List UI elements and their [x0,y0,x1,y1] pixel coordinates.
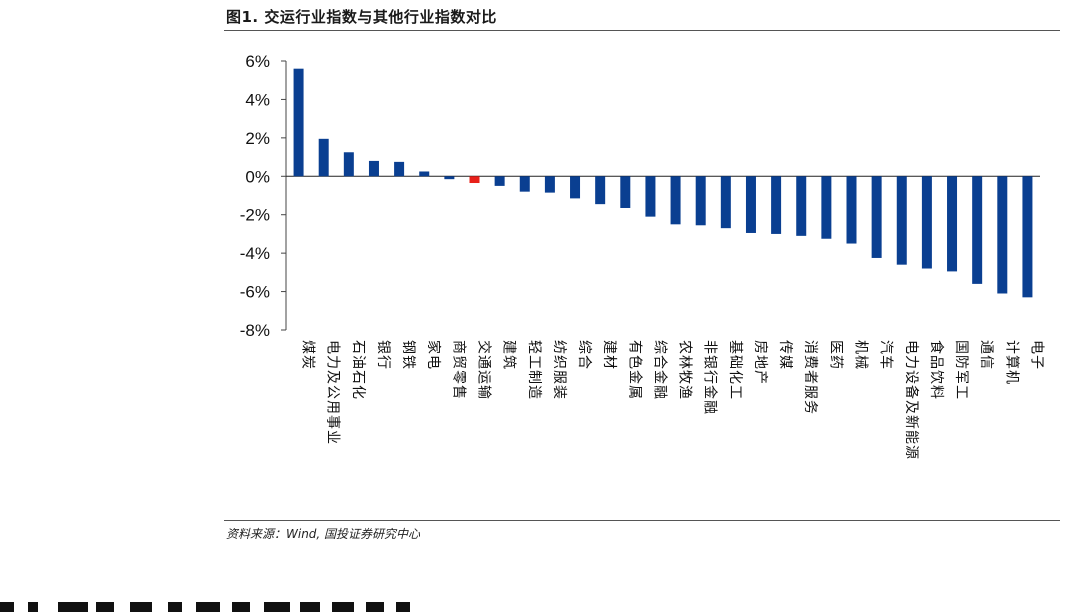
bar-chart: 6% 4% 2% 0% -2% -4% -6% -8% 煤炭 电力及公用事业 石油石化 银行 钢铁 家电… [240,52,1045,460]
x-tick-label: 非银行金融 [702,340,718,415]
x-tick-label: 电子 [1028,340,1044,370]
x-tick-label: 建筑 [501,340,517,370]
x-tick-label: 煤炭 [300,340,316,370]
x-tick-label: 计算机 [1003,340,1019,385]
bar [544,176,555,193]
x-tick-label: 农林牧渔 [677,340,693,400]
x-tick-label: 建材 [601,340,617,370]
x-labels-group: 煤炭 电力及公用事业 石油石化 银行 钢铁 家电 商贸零售 交通运输 建筑 轻工制造 纺织服装 综合建… [300,340,1045,460]
x-tick-label: 钢铁 [400,340,416,370]
x-tick-label: 石油石化 [350,340,366,400]
x-tick-label: 纺织服装 [551,340,567,400]
x-tick-label: 传媒 [777,340,793,370]
bar [318,138,329,177]
bar [745,176,756,233]
y-tick-label: -4% [240,244,270,263]
x-tick-label: 综合 [576,340,592,370]
bar [796,176,807,236]
x-tick-label: 通信 [978,340,994,370]
bar [368,160,379,177]
bar [695,176,706,226]
y-tick-label: 0% [245,167,270,186]
bar [444,176,455,180]
clipped-next-line [0,598,1066,612]
x-tick-label: 交通运输 [476,340,493,400]
x-tick-label: 商贸零售 [450,340,466,400]
bars-group [293,68,1033,298]
y-axis: 6% 4% 2% 0% -2% -4% -6% -8% [240,52,1040,340]
bar [394,161,405,177]
x-tick-label: 电力设备及新能源 [903,340,920,460]
y-tick-label: -2% [240,206,270,225]
x-tick-label: 银行 [375,340,391,370]
x-tick-label: 机械 [853,340,869,370]
bar [670,176,681,225]
bar [570,176,581,199]
bar [519,176,530,192]
bar [947,176,958,272]
bar [595,176,606,205]
top-divider [224,30,1060,31]
bar [821,176,832,239]
bar [771,176,782,234]
bar [620,176,631,208]
x-tick-label: 消费者服务 [802,340,818,415]
y-tick-label: -8% [240,321,270,340]
bottom-divider [224,520,1060,521]
bar [896,176,907,265]
figure-title: 图1. 交运行业指数与其他行业指数对比 [226,8,497,26]
x-tick-label: 家电 [425,340,442,370]
bar [720,176,731,229]
x-tick-label: 电力及公用事业 [325,340,341,445]
bar [921,176,932,269]
bar [846,176,857,244]
y-tick-label: 6% [245,52,270,71]
x-tick-label: 汽车 [878,340,895,370]
bar [293,68,304,177]
bar [997,176,1008,294]
x-tick-label: 综合金融 [651,340,667,400]
bar [469,176,480,184]
bar [645,176,656,217]
source-note: 资料来源：Wind, 国投证券研究中心 [226,527,421,541]
x-tick-label: 基础化工 [727,340,744,400]
y-tick-label: 4% [245,90,270,109]
bar [1022,176,1033,298]
x-tick-label: 轻工制造 [526,340,542,400]
bar [419,171,430,177]
x-tick-label: 国防军工 [953,340,969,400]
bar [494,176,505,186]
x-tick-label: 医药 [827,340,843,370]
bar [972,176,983,284]
y-tick-label: 2% [245,129,270,148]
x-tick-label: 房地产 [752,340,768,385]
y-tick-label: -6% [240,283,270,302]
x-tick-label: 食品饮料 [928,340,945,400]
x-tick-label: 有色金属 [626,340,643,400]
bar [871,176,882,258]
bar [343,152,354,177]
